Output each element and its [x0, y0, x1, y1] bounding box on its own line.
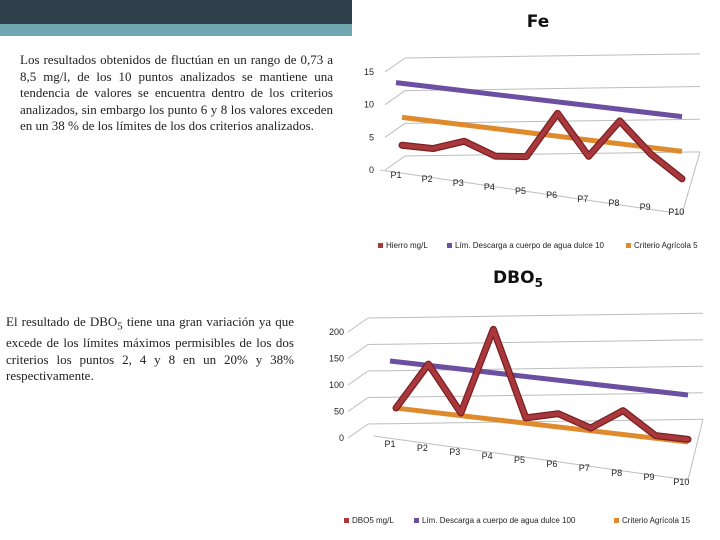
- dbo-title-sub: 5: [535, 276, 543, 290]
- dbo-legend-label: DBO5 mg/L: [352, 516, 394, 525]
- dbo-description: El resultado de DBO5 tiene una gran vari…: [6, 314, 294, 385]
- fe-side-gridline: [384, 155, 406, 171]
- fe-xtick-label: P7: [577, 194, 588, 204]
- dbo-side-gridline: [347, 317, 369, 333]
- dbo-gridline: [367, 392, 704, 398]
- fe-legend-label: Criterio Agrícola 5: [634, 241, 698, 250]
- dbo-legend-swatch: [614, 518, 619, 523]
- dbo-series-limit-line: [389, 358, 689, 398]
- dbo-title-main: DBO: [493, 268, 535, 288]
- dbo-text-prefix: El resultado de DBO: [6, 314, 118, 329]
- fe-legend-label: Lím. Descarga a cuerpo de agua dulce 10: [455, 241, 605, 250]
- fe-gridline: [404, 53, 701, 59]
- dbo-xtick-label: P4: [482, 451, 493, 461]
- dbo-xtick-label: P7: [579, 463, 590, 473]
- fe-xtick-label: P6: [546, 190, 557, 200]
- fe-xtick-label: P2: [422, 174, 433, 184]
- dbo-legend-label: Criterio Agrícola 15: [622, 516, 691, 525]
- dbo-legend-swatch: [414, 518, 419, 523]
- fe-series-main-line: [399, 111, 685, 182]
- dbo-series-main-line: [393, 327, 691, 442]
- dbo-gridline: [367, 365, 704, 372]
- fe-ytick-label: 5: [369, 132, 374, 142]
- dbo-floor-side: [687, 419, 704, 481]
- fe-legend-label: Hierro mg/L: [386, 241, 428, 250]
- dbo-ytick-label: 50: [334, 407, 344, 417]
- fe-floor-side: [681, 151, 701, 215]
- dbo-xtick-label: P10: [673, 477, 689, 487]
- fe-xtick-label: P10: [668, 207, 684, 217]
- dbo-side-gridline: [347, 344, 369, 359]
- fe-description: Los resultados obtenidos de fluctúan en …: [20, 52, 333, 133]
- fe-xtick-label: P4: [484, 182, 495, 192]
- fe-xtick-label: P8: [608, 198, 619, 208]
- dbo-text-subscript: 5: [117, 320, 123, 333]
- dbo-ytick-label: 200: [329, 327, 344, 337]
- fe-chart: Fe 0 5 10 15 P1 P2 P3 P4 P5 P6 P7 P8 P9 P10 Hierro mg/L…: [364, 12, 701, 250]
- fe-xtick-label: P9: [640, 202, 651, 212]
- fe-xtick-label: P3: [453, 178, 464, 188]
- dbo-text-suffix: tiene una gran variación ya que excede d…: [6, 314, 294, 384]
- fe-floor-edge: [379, 169, 683, 215]
- dbo-ytick-label: 100: [329, 380, 344, 390]
- fe-ytick-label: 10: [364, 100, 374, 110]
- dbo-side-gridline: [347, 397, 369, 412]
- dbo-xtick-label: P6: [546, 459, 557, 469]
- dbo-ytick-label: 150: [329, 354, 344, 364]
- fe-ytick-label: 15: [364, 67, 374, 77]
- fe-series-limit-line: [395, 80, 683, 120]
- dbo-xtick-label: P8: [611, 468, 622, 478]
- dbo-side-gridline: [347, 370, 369, 386]
- dbo-xtick-label: P3: [449, 447, 460, 457]
- fe-side-gridline: [384, 122, 406, 138]
- dbo-ytick-label: 0: [339, 433, 344, 443]
- dbo-floor-edge: [373, 435, 689, 481]
- dbo-legend-swatch: [344, 518, 349, 523]
- fe-xtick-label: P1: [390, 170, 401, 180]
- dbo-gridline: [367, 312, 704, 319]
- dbo-legend-label: Lím. Descarga a cuerpo de agua dulce 100: [422, 516, 576, 525]
- dbo-series-criterio-line: [395, 405, 689, 445]
- title-bar-accent: [0, 24, 352, 36]
- fe-xtick-label: P5: [515, 186, 526, 196]
- fe-legend-swatch: [447, 243, 452, 248]
- title-bar-dark: [0, 0, 352, 24]
- dbo-xtick-label: P1: [384, 439, 395, 449]
- dbo-side-gridline: [347, 423, 369, 439]
- fe-chart-title: Fe: [527, 12, 549, 32]
- fe-side-gridline: [384, 90, 406, 106]
- dbo-xtick-label: P9: [643, 472, 654, 482]
- fe-legend-swatch: [626, 243, 631, 248]
- fe-ytick-label: 0: [369, 165, 374, 175]
- dbo-gridline: [367, 418, 704, 425]
- dbo-chart-title: DBO5: [493, 268, 543, 290]
- dbo-xtick-label: P2: [417, 443, 428, 453]
- fe-side-gridline: [384, 57, 406, 73]
- dbo-gridline: [367, 339, 704, 345]
- dbo-xtick-label: P5: [514, 455, 525, 465]
- fe-legend-swatch: [378, 243, 383, 248]
